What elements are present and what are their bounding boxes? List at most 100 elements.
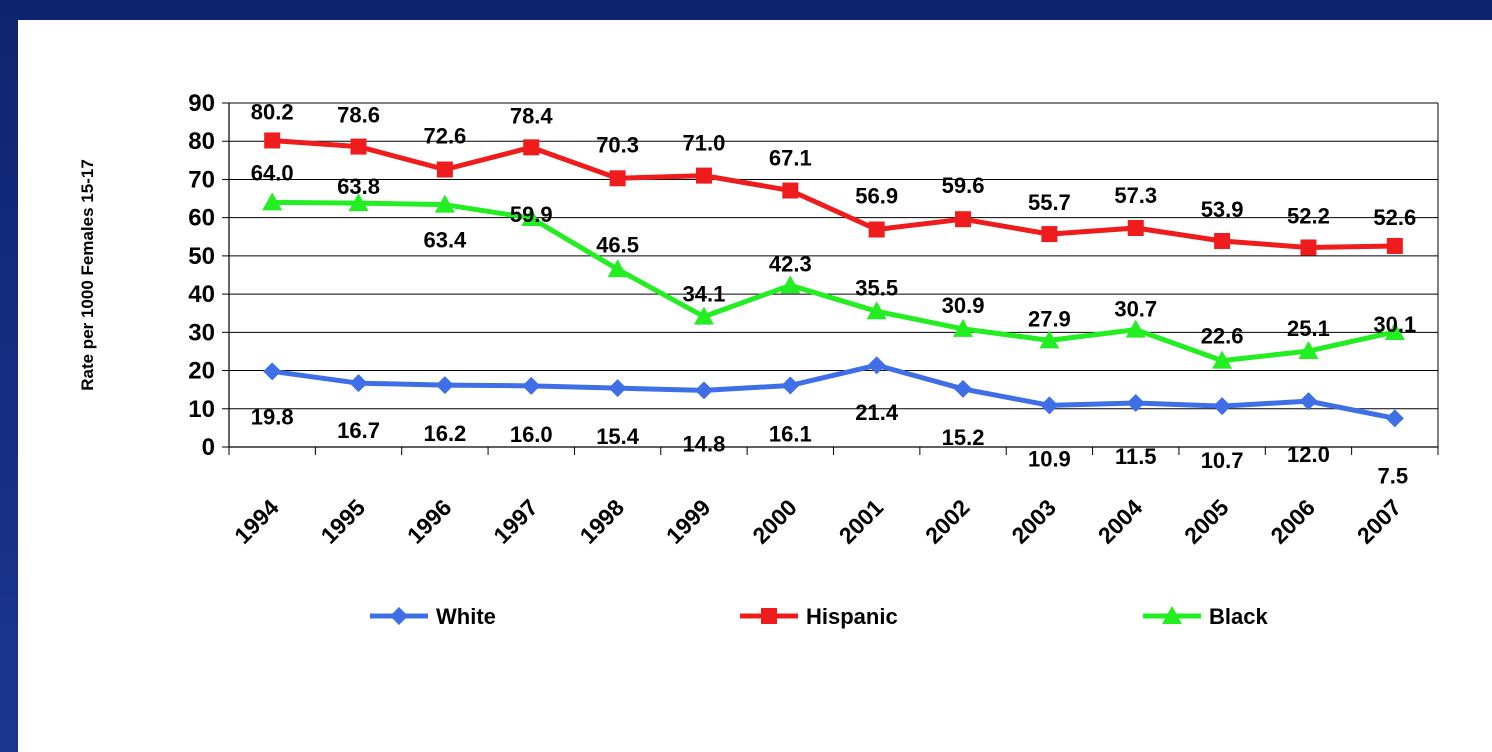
- line-chart: 0 10 20 30 40 50 60 70 80 90 1994 1995 1996 1997 1998 1…: [78, 90, 1439, 629]
- black-point: [521, 208, 542, 227]
- black-point: [866, 301, 887, 320]
- hispanic-point: [1127, 219, 1144, 236]
- black-point: [434, 194, 455, 213]
- white-data-label: 12.0: [1287, 442, 1330, 467]
- hispanic-point: [1300, 239, 1317, 256]
- white-data-label: 21.4: [855, 400, 899, 425]
- hispanic-data-label: 78.4: [510, 103, 554, 128]
- white-point: [954, 379, 973, 398]
- x-tick-label: 2004: [1093, 494, 1148, 549]
- data-labels: 19.8 16.7 16.2 16.0 15.4 14.8 16.1 21.4 15.2 10.9…: [251, 99, 1416, 488]
- hispanic-data-label: 55.7: [1028, 190, 1071, 215]
- y-tick-label: 70: [188, 166, 215, 193]
- white-point: [694, 381, 713, 400]
- hispanic-point: [782, 182, 799, 199]
- black-data-label: 63.8: [337, 174, 380, 199]
- hispanic-data-label: 56.9: [855, 184, 898, 209]
- chart-panel: 0 10 20 30 40 50 60 70 80 90 1994 1995 1996 1997 1998 1…: [18, 20, 1492, 752]
- legend-item-black: Black: [1143, 604, 1268, 629]
- black-data-label: 22.6: [1201, 324, 1244, 349]
- black-series-line: [272, 199, 1396, 364]
- x-tick-label: 1998: [575, 494, 630, 549]
- hispanic-point: [1386, 237, 1403, 254]
- black-data-label: 64.0: [251, 160, 294, 185]
- white-data-label: 15.4: [596, 424, 640, 449]
- y-tick-label: 50: [188, 243, 215, 270]
- hispanic-point: [868, 221, 885, 238]
- white-data-label: 10.7: [1201, 448, 1244, 473]
- axes: 0 10 20 30 40 50 60 70 80 90 1994 1995 1996 1997 1998 1…: [78, 90, 1439, 549]
- x-tick-label: 2002: [920, 494, 975, 549]
- black-data-label: 30.7: [1114, 297, 1157, 322]
- white-data-label: 16.1: [769, 421, 812, 446]
- white-point: [1213, 397, 1232, 416]
- hispanic-data-label: 52.2: [1287, 203, 1330, 228]
- hispanic-data-label: 52.6: [1373, 205, 1416, 230]
- hispanic-point: [1214, 232, 1231, 249]
- black-point: [1039, 330, 1060, 349]
- black-data-label: 30.9: [942, 293, 985, 318]
- white-data-label: 15.2: [942, 425, 985, 450]
- white-data-label: 11.5: [1115, 444, 1157, 469]
- white-data-label: 16.0: [510, 422, 553, 447]
- x-tick-label: 2000: [747, 494, 802, 549]
- black-point: [693, 306, 714, 325]
- white-point: [1126, 394, 1145, 413]
- hispanic-data-label: 72.6: [423, 124, 466, 149]
- white-point: [522, 376, 541, 395]
- black-data-label: 63.4: [423, 228, 467, 253]
- white-series-line: [271, 362, 1396, 421]
- x-tick-label: 1997: [488, 494, 543, 549]
- gridlines: [229, 102, 1438, 410]
- hispanic-data-label: 57.3: [1114, 183, 1157, 208]
- white-data-label: 19.8: [251, 404, 294, 429]
- hispanic-data-label: 59.6: [942, 173, 985, 198]
- white-point: [1385, 409, 1404, 428]
- black-point: [607, 259, 628, 278]
- black-point: [780, 275, 801, 294]
- hispanic-data-label: 80.2: [251, 99, 294, 124]
- x-tick-label: 2007: [1352, 494, 1407, 549]
- black-point: [1125, 319, 1146, 338]
- x-tick-label: 2001: [834, 494, 889, 549]
- x-tick-label: 2003: [1006, 494, 1061, 549]
- legend-label: Hispanic: [806, 604, 898, 629]
- hispanic-point: [436, 161, 453, 178]
- legend: White Hispanic Black: [370, 604, 1268, 629]
- y-tick-label: 60: [188, 205, 215, 232]
- y-tick-label: 10: [188, 396, 215, 423]
- hispanic-point: [350, 138, 367, 155]
- hispanic-point: [955, 211, 972, 228]
- x-tick-label: 1994: [229, 494, 284, 549]
- y-tick-label: 90: [188, 90, 215, 117]
- y-tick-label: 80: [188, 128, 215, 155]
- white-point: [781, 376, 800, 395]
- white-point: [349, 374, 368, 393]
- white-point: [263, 362, 282, 381]
- white-data-label: 7.5: [1378, 463, 1409, 488]
- y-tick-label: 0: [202, 434, 215, 461]
- x-tick-label: 1995: [316, 494, 371, 549]
- black-data-label: 46.5: [596, 232, 639, 257]
- black-data-label: 30.1: [1373, 312, 1416, 337]
- white-point: [1299, 392, 1318, 411]
- x-tick-label: 1996: [402, 494, 457, 549]
- hispanic-point: [609, 170, 626, 187]
- legend-hispanic-marker: [761, 608, 777, 624]
- black-data-label: 35.5: [855, 275, 898, 300]
- black-point: [1384, 321, 1405, 340]
- black-data-label: 27.9: [1028, 306, 1071, 331]
- legend-black-marker: [1162, 606, 1182, 624]
- series-lines: [262, 132, 1405, 428]
- hispanic-data-label: 71.0: [683, 131, 726, 156]
- x-tick-label: 1999: [661, 494, 716, 549]
- hispanic-point: [523, 139, 540, 156]
- white-point: [435, 376, 454, 395]
- hispanic-data-label: 67.1: [769, 146, 812, 171]
- y-tick-label: 30: [188, 319, 215, 346]
- y-tick-label: 20: [188, 358, 215, 385]
- black-point: [1212, 350, 1233, 369]
- black-data-label: 59.9: [510, 202, 553, 227]
- legend-label: White: [436, 604, 496, 629]
